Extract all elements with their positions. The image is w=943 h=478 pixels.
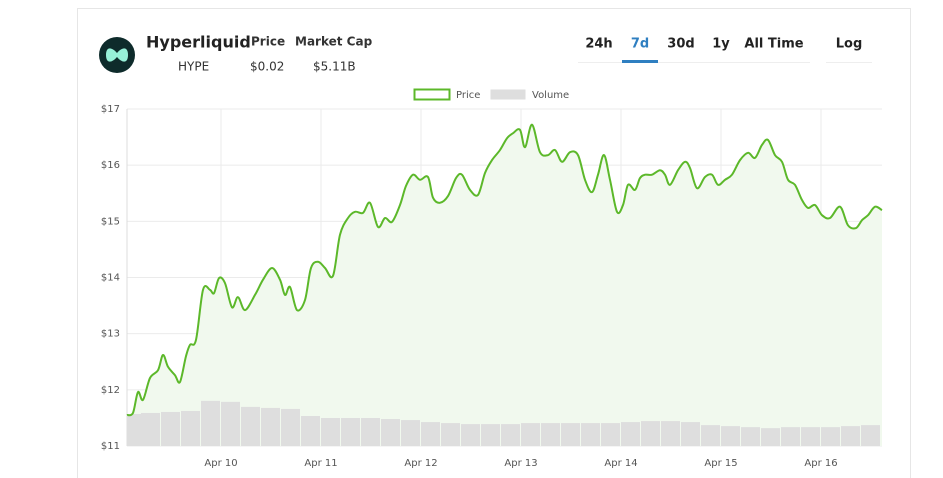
log-button[interactable]: Log [836, 37, 863, 52]
volume-bar [521, 423, 540, 446]
y-tick-label: $15 [101, 216, 120, 227]
volume-bar [441, 423, 460, 446]
token-name: Hyperliquid [146, 33, 251, 52]
volume-bar [221, 401, 240, 446]
volume-bar [661, 421, 680, 446]
y-tick-label: $17 [101, 104, 120, 115]
volume-bar [381, 419, 400, 446]
volume-bar [561, 423, 580, 446]
x-tick-label: Apr 16 [804, 458, 837, 469]
volume-bar [841, 426, 860, 446]
volume-bar [361, 418, 380, 446]
volume-bar [281, 408, 300, 446]
volume-bar [781, 427, 800, 446]
timeframe-button[interactable]: 30d [667, 37, 694, 52]
x-tick-label: Apr 10 [204, 458, 237, 469]
volume-bar [341, 418, 360, 446]
y-tick-label: $16 [101, 160, 120, 171]
volume-bar [701, 425, 720, 446]
volume-bar [581, 423, 600, 446]
volume-bar [141, 412, 160, 446]
timeframe-button[interactable]: 24h [585, 37, 612, 52]
token-symbol: HYPE [178, 60, 209, 74]
volume-bar [861, 425, 880, 446]
mcap-value: $5.11B [313, 60, 356, 74]
volume-bar [201, 400, 220, 446]
volume-bar [161, 411, 180, 446]
active-underline [622, 60, 658, 63]
mcap-label: Market Cap [295, 35, 373, 49]
volume-bar [801, 427, 820, 446]
timeframe-button[interactable]: All Time [744, 37, 803, 52]
volume-bar [241, 406, 260, 446]
timeframe-button[interactable]: 1y [712, 37, 730, 52]
volume-bar [301, 416, 320, 446]
price-value: $0.02 [250, 60, 284, 74]
volume-bar [641, 421, 660, 446]
volume-bar [261, 407, 280, 446]
volume-bar [721, 426, 740, 446]
price-area [127, 124, 882, 447]
volume-bar [741, 427, 760, 446]
legend-label: Price [456, 90, 480, 101]
legend-swatch [490, 89, 526, 100]
volume-bar [761, 428, 780, 446]
x-tick-label: Apr 11 [304, 458, 337, 469]
volume-bar [681, 422, 700, 446]
volume-bar [481, 424, 500, 446]
logo-mark [106, 48, 128, 62]
legend-label: Volume [532, 90, 569, 101]
y-tick-label: $13 [101, 329, 120, 340]
y-tick-label: $12 [101, 385, 120, 396]
y-tick-label: $11 [101, 441, 120, 452]
timeframe-button[interactable]: 7d [631, 37, 649, 52]
volume-bar [461, 424, 480, 446]
volume-bar [181, 410, 200, 446]
price-label: Price [251, 35, 285, 49]
legend-swatch [413, 88, 451, 101]
price-line [126, 123, 883, 417]
volume-bar [621, 422, 640, 446]
x-tick-label: Apr 15 [704, 458, 737, 469]
x-tick-label: Apr 13 [504, 458, 537, 469]
x-tick-label: Apr 12 [404, 458, 437, 469]
volume-bar [601, 423, 620, 446]
volume-bar [401, 420, 420, 446]
volume-bar [321, 418, 340, 446]
volume-bar [821, 427, 840, 446]
volume-bar [541, 423, 560, 446]
volume-bar [421, 422, 440, 446]
volume-bar [501, 424, 520, 446]
y-tick-label: $14 [101, 273, 120, 284]
x-tick-label: Apr 14 [604, 458, 637, 469]
